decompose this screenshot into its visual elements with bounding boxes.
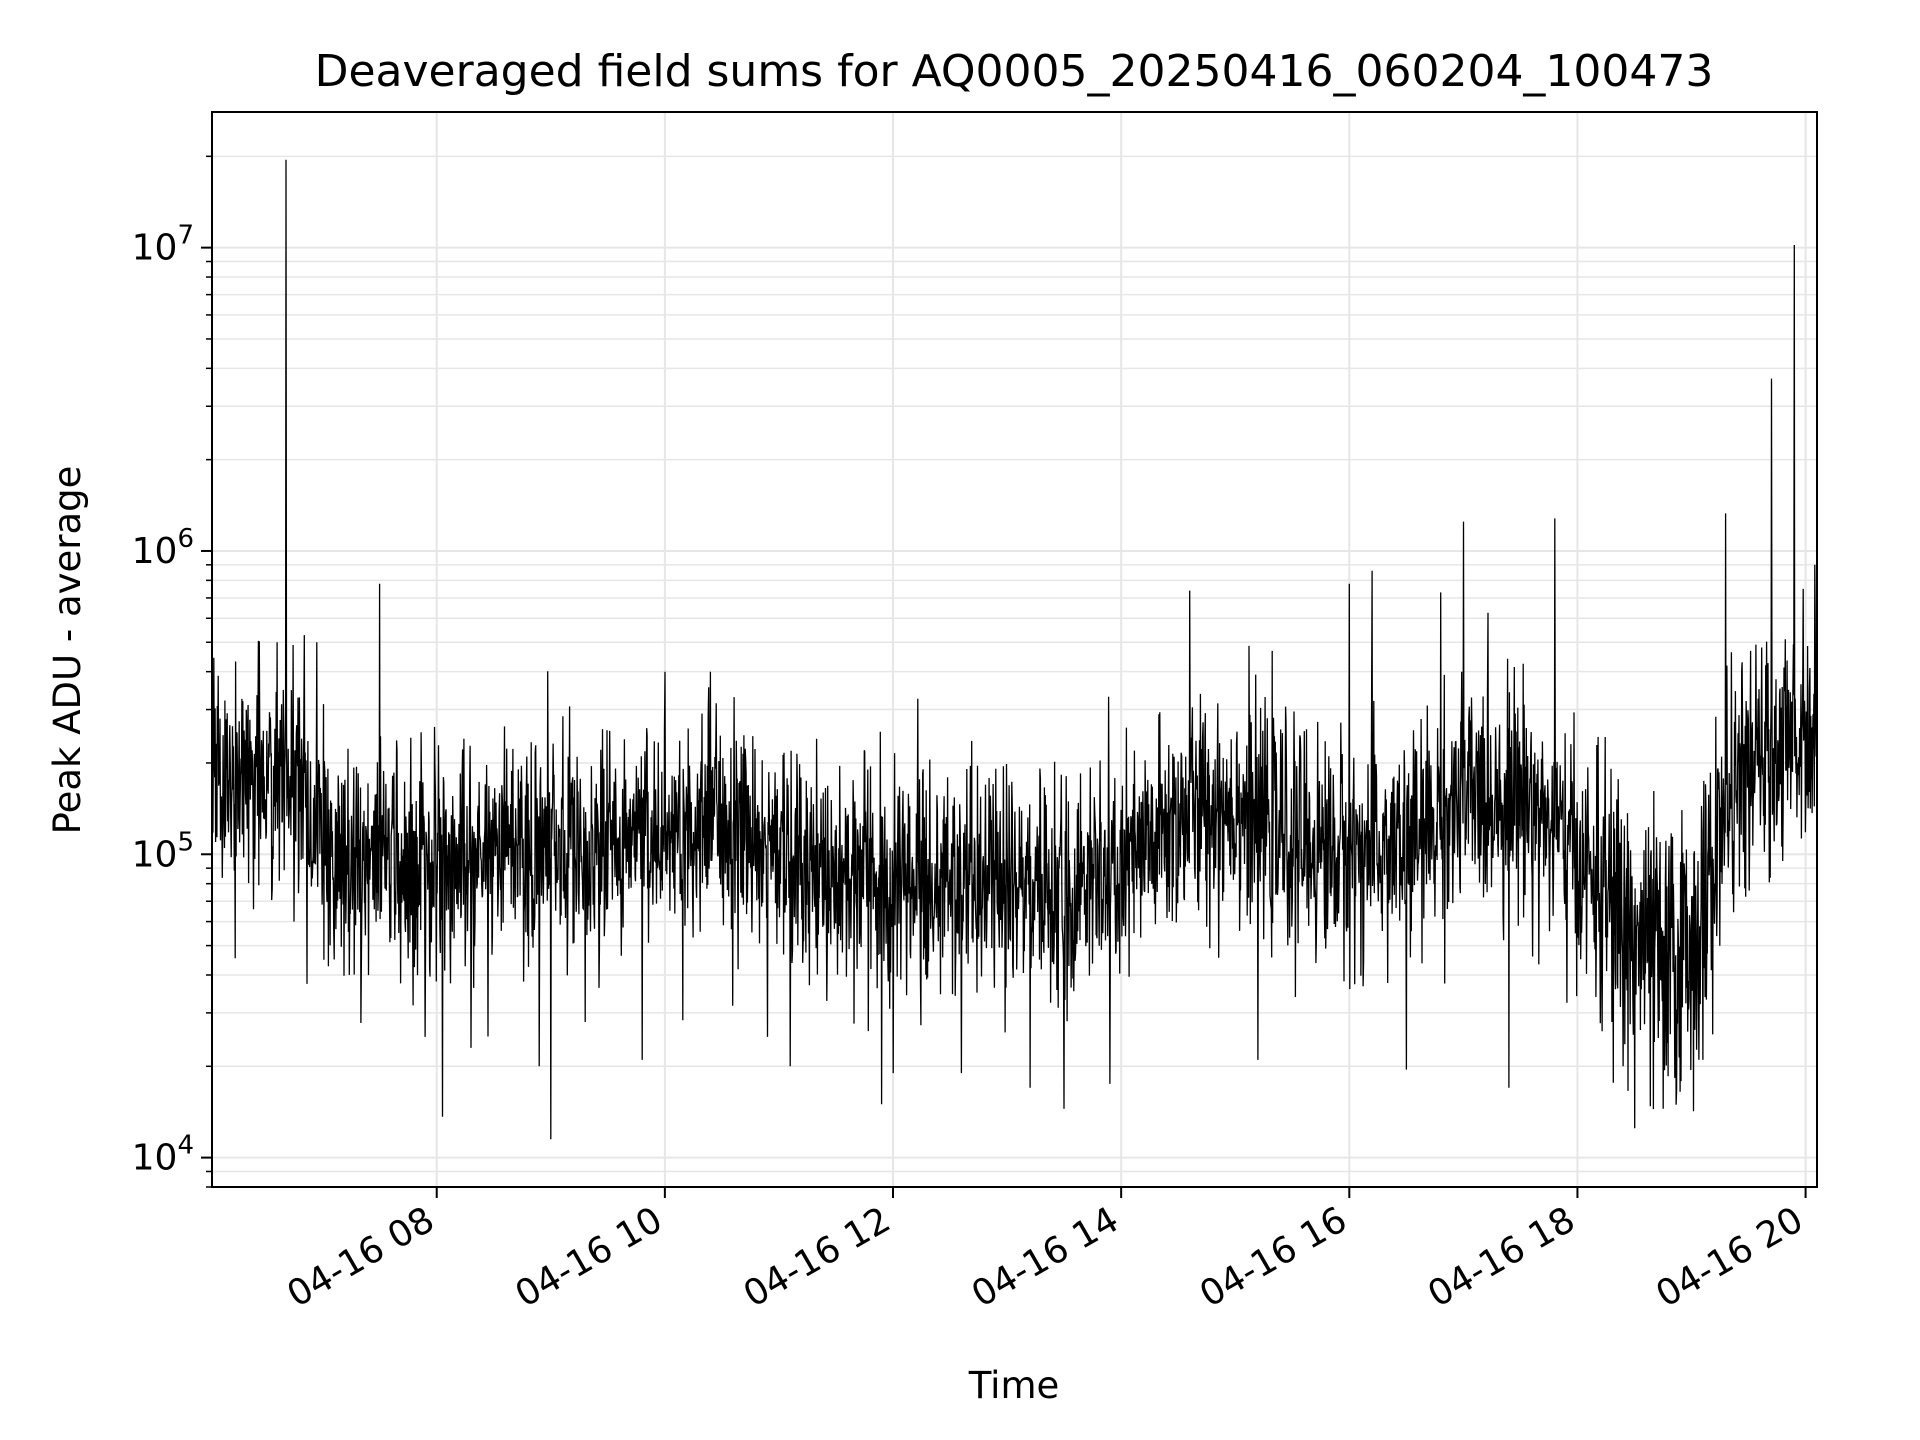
plot-frame bbox=[211, 111, 1818, 1188]
series-line-group bbox=[212, 159, 1817, 1140]
y-tick-label: 107 bbox=[132, 221, 194, 269]
series-line bbox=[212, 159, 1817, 1140]
y-tick-label: 106 bbox=[132, 524, 194, 572]
y-tick-label: 104 bbox=[132, 1131, 194, 1179]
x-axis-label: Time bbox=[968, 1364, 1060, 1407]
y-tick-label: 105 bbox=[132, 827, 194, 875]
chart-title: Deaveraged field sums for AQ0005_2025041… bbox=[315, 46, 1714, 97]
y-axis: 104 105 106 107 bbox=[132, 221, 212, 1179]
grid-minor bbox=[206, 155, 1817, 1188]
y-axis-label: Peak ADU - average bbox=[46, 466, 89, 835]
